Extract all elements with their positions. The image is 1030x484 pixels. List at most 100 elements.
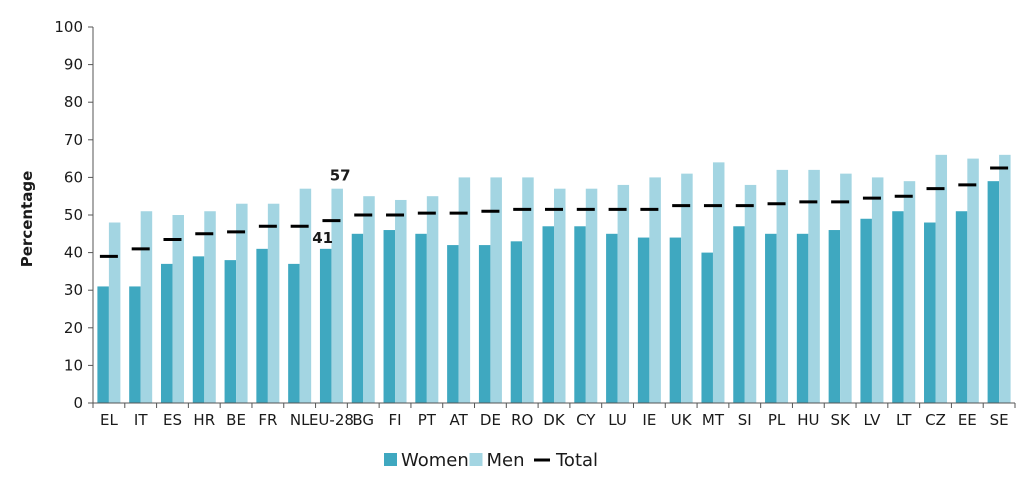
legend-item-total: Total: [534, 450, 598, 471]
x-tick-label: IT: [134, 411, 148, 429]
bar-women-sk: [828, 230, 841, 403]
bar-women-dk: [542, 226, 554, 403]
y-tick-label: 20: [64, 319, 83, 337]
bar-men-fi: [395, 199, 407, 403]
bar-men-ee: [967, 158, 979, 403]
x-tick-label: HR: [193, 411, 215, 429]
bar-women-ro: [510, 241, 523, 403]
bar-women-uk: [669, 237, 682, 403]
bar-men-it: [140, 211, 153, 403]
bar-men-ro: [522, 177, 534, 403]
total-markers-layer: [99, 166, 1009, 258]
bar-men-cz: [935, 154, 948, 403]
bar-women-es: [160, 263, 173, 403]
bar-men-nl: [299, 188, 312, 403]
bar-women-hr: [192, 256, 205, 403]
x-tick-label: LV: [863, 411, 881, 429]
y-tick-label: 40: [64, 244, 83, 262]
bar-women-fr: [256, 248, 268, 403]
bar-women-lv: [860, 218, 872, 403]
bar-men-de: [490, 177, 502, 403]
bar-men-si: [744, 184, 757, 403]
legend-item-women: Women: [384, 450, 469, 471]
bar-men-el: [108, 222, 121, 403]
x-tick-label: BG: [352, 411, 374, 429]
y-tick-label: 30: [64, 281, 83, 299]
x-tick-label: FI: [389, 411, 402, 429]
data-label-men: 57: [330, 167, 351, 185]
x-tick-label: EL: [100, 411, 118, 429]
bar-women-be: [224, 260, 237, 403]
y-tick-label: 10: [64, 356, 83, 374]
x-tick-label: SE: [990, 411, 1009, 429]
bar-men-fr: [267, 203, 280, 403]
x-tick-label: CZ: [925, 411, 946, 429]
x-tick-label: SK: [830, 411, 851, 429]
y-tick-label: 0: [73, 394, 83, 412]
bar-men-hr: [204, 211, 216, 403]
x-tick-label: LT: [896, 411, 912, 429]
x-tick-label: LU: [608, 411, 627, 429]
bar-men-bg: [363, 196, 375, 403]
bar-men-pl: [776, 169, 789, 403]
bar-men-uk: [681, 173, 693, 403]
bar-men-cy: [585, 188, 598, 403]
x-tick-label: FR: [258, 411, 277, 429]
x-tick-label: EU-28: [309, 411, 354, 429]
bar-women-fi: [383, 230, 396, 403]
bar-women-cy: [574, 226, 586, 403]
y-tick-label: 70: [64, 131, 83, 149]
legend-label: Women: [401, 450, 469, 471]
annotations-layer: 57 41: [312, 167, 350, 247]
y-tick-label: 80: [64, 93, 83, 111]
x-tick-label: DK: [543, 411, 566, 429]
x-tick-label: CY: [576, 411, 596, 429]
bar-men-mt: [712, 162, 725, 403]
bars-layer: [97, 154, 1011, 403]
bar-women-hu: [796, 233, 809, 403]
bar-women-de: [478, 245, 491, 403]
x-tick-label: PT: [418, 411, 437, 429]
bar-women-si: [733, 226, 745, 403]
legend-swatch: [469, 453, 483, 466]
bar-men-eu-28: [331, 188, 343, 403]
x-tick-label: NL: [290, 411, 310, 429]
y-tick-label: 90: [64, 56, 83, 74]
x-tick-label: PL: [768, 411, 786, 429]
bar-men-es: [172, 215, 184, 403]
bar-women-cz: [924, 222, 936, 403]
bar-men-lt: [903, 181, 916, 403]
bar-women-se: [987, 181, 1000, 403]
bar-men-lu: [617, 184, 630, 403]
bar-women-eu-28: [319, 248, 332, 403]
bar-men-be: [236, 203, 248, 403]
x-tick-label: SI: [738, 411, 752, 429]
bar-women-it: [129, 286, 141, 403]
legend: Women Men Total: [384, 450, 598, 471]
y-tick-label: 100: [54, 18, 83, 36]
y-tick-label: 60: [64, 168, 83, 186]
bar-women-pt: [415, 233, 427, 403]
bar-women-ie: [637, 237, 650, 403]
x-tick-label: IE: [642, 411, 656, 429]
bar-women-el: [97, 286, 109, 403]
bar-women-lu: [606, 233, 618, 403]
x-tick-label: EE: [958, 411, 977, 429]
x-tick-label: DE: [480, 411, 501, 429]
bar-men-hu: [808, 169, 820, 403]
bar-men-at: [458, 177, 471, 403]
legend-item-men: Men: [469, 450, 525, 471]
x-tick-label: UK: [671, 411, 693, 429]
x-tick-label: MT: [702, 411, 725, 429]
y-axis-title: Percentage: [18, 171, 36, 268]
x-tick-label: ES: [163, 411, 182, 429]
bar-men-pt: [426, 196, 439, 403]
x-tick-label: RO: [511, 411, 533, 429]
bar-women-mt: [701, 252, 713, 403]
bar-men-se: [999, 154, 1011, 403]
legend-label: Men: [487, 450, 525, 471]
bar-men-lv: [871, 177, 884, 403]
y-axis: 0 10 20 30 40 50 60 70 80 90 100: [54, 18, 94, 412]
